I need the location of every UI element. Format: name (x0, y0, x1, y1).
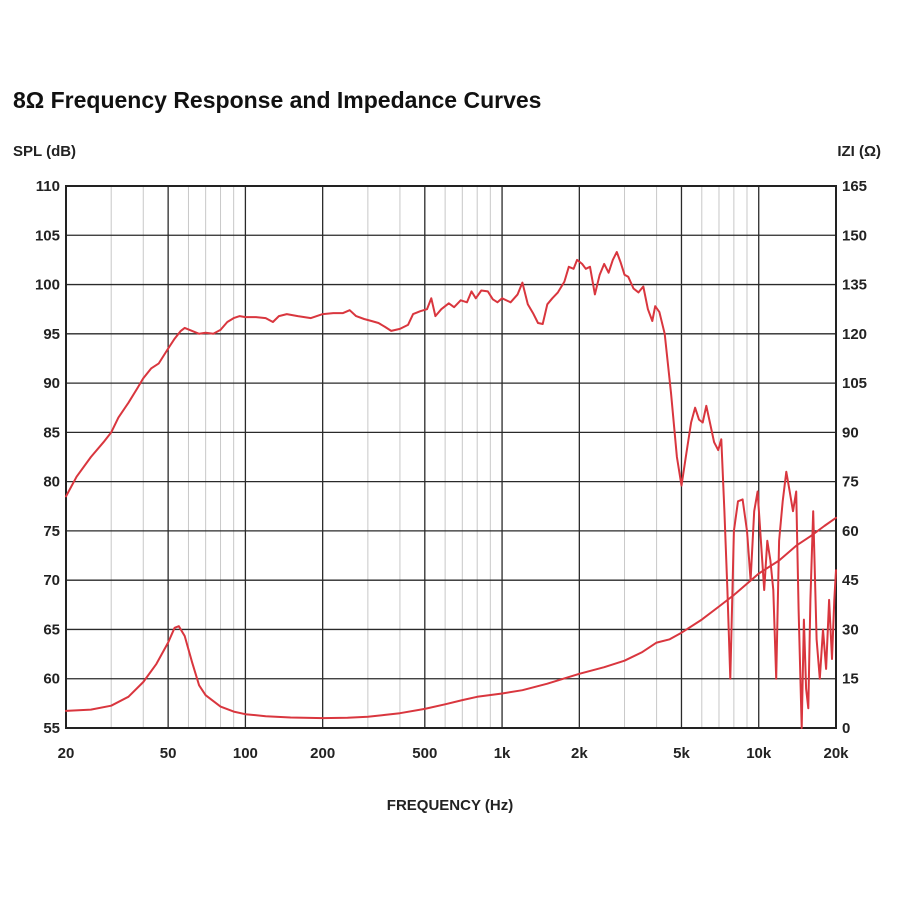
left-tick-label: 95 (43, 326, 60, 343)
right-tick-label: 165 (842, 178, 867, 195)
x-tick-label: 2k (571, 745, 588, 762)
x-axis-title: FREQUENCY (Hz) (387, 797, 513, 814)
frequency-response-curve (65, 251, 837, 729)
x-tick-label: 100 (233, 745, 258, 762)
x-tick-label: 10k (746, 745, 772, 762)
left-tick-label: 55 (43, 720, 60, 737)
right-tick-label: 45 (842, 572, 859, 589)
x-tick-label: 5k (673, 745, 690, 762)
left-tick-label: 65 (43, 621, 60, 638)
right-tick-label: 105 (842, 375, 867, 392)
left-tick-label: 100 (35, 277, 60, 294)
right-tick-label: 75 (842, 474, 859, 491)
x-tick-label: 1k (494, 745, 511, 762)
left-tick-label: 110 (36, 178, 60, 195)
minor-gridlines (110, 186, 748, 728)
right-tick-label: 30 (842, 621, 859, 638)
left-tick-label: 105 (35, 227, 60, 244)
right-tick-label: 135 (842, 277, 867, 294)
left-tick-label: 60 (43, 671, 60, 688)
right-tick-label: 15 (842, 671, 859, 688)
x-tick-label: 20k (823, 745, 849, 762)
x-tick-labels: 20 50 100 200 500 1k 2k 5k 10k 20k (58, 745, 850, 762)
left-axis-title: SPL (dB) (13, 143, 76, 160)
left-tick-label: 85 (43, 424, 60, 441)
right-tick-label: 150 (842, 227, 867, 244)
curves (65, 251, 837, 729)
major-gridlines (66, 186, 836, 728)
chart-title: 8Ω Frequency Response and Impedance Curv… (13, 87, 541, 113)
right-tick-label: 90 (842, 424, 859, 441)
right-axis-title: IZI (Ω) (837, 143, 881, 160)
right-tick-label: 120 (842, 326, 867, 343)
right-tick-label: 60 (842, 523, 859, 540)
left-tick-label: 70 (43, 572, 60, 589)
plot-frame (65, 185, 837, 729)
left-tick-labels: 110 105 100 95 90 85 80 75 70 65 60 55 (35, 178, 60, 737)
left-tick-label: 80 (43, 474, 60, 491)
left-tick-label: 75 (43, 523, 60, 540)
x-tick-label: 20 (58, 745, 75, 762)
x-tick-label: 200 (310, 745, 335, 762)
x-tick-label: 500 (412, 745, 437, 762)
right-tick-label: 0 (842, 720, 850, 737)
left-tick-label: 90 (43, 375, 60, 392)
x-tick-label: 50 (160, 745, 177, 762)
impedance-curve (65, 516, 837, 720)
